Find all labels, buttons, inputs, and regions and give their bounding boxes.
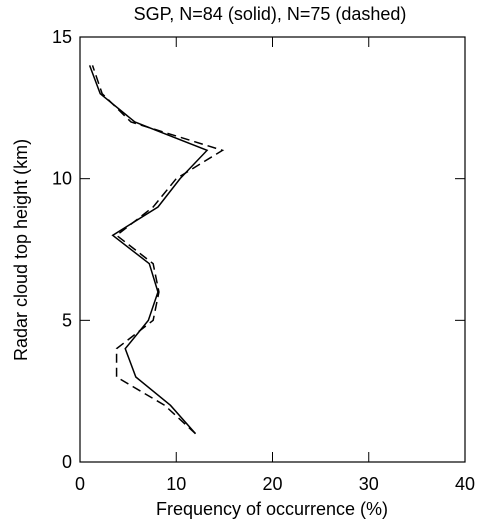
y-tick-label: 5 (62, 310, 72, 330)
y-axis-label: Radar cloud top height (km) (11, 139, 31, 361)
y-tick-label: 0 (62, 452, 72, 472)
x-tick-label: 10 (166, 474, 186, 494)
x-axis-label: Frequency of occurrence (%) (156, 499, 388, 519)
x-tick-label: 40 (455, 474, 475, 494)
data-line (91, 65, 225, 435)
x-tick-label: 20 (262, 474, 282, 494)
plot-frame (79, 36, 466, 463)
y-tick-label: 10 (52, 169, 72, 189)
x-tick-label: 0 (75, 474, 85, 494)
data-line (88, 65, 209, 435)
y-tick-label: 15 (52, 27, 72, 47)
chart-title: SGP, N=84 (solid), N=75 (dashed) (134, 4, 407, 24)
x-tick-label: 30 (359, 474, 379, 494)
